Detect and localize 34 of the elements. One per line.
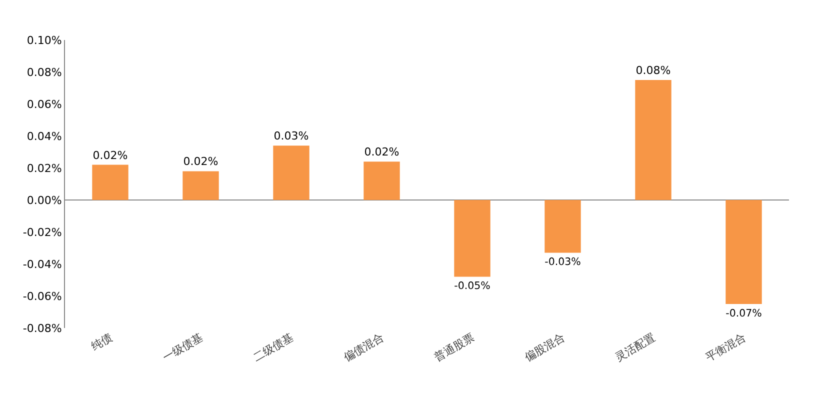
x-tick-label: 一级债基 [160, 330, 205, 364]
data-label: 0.08% [636, 64, 671, 77]
bar [364, 162, 400, 200]
y-tick-label: -0.08% [22, 322, 62, 335]
data-label: -0.07% [726, 308, 762, 320]
data-label: -0.03% [544, 257, 582, 268]
x-tick-label: 普通股票 [432, 330, 476, 364]
x-tick-label: 平衡混合 [703, 330, 748, 364]
y-tick-label: -0.06% [22, 290, 62, 303]
y-tick-label: -0.02% [22, 226, 62, 239]
bar [273, 146, 310, 200]
bar [544, 200, 581, 253]
bar [726, 200, 762, 304]
bar [92, 164, 128, 200]
x-tick-label: 二级债基 [250, 330, 296, 364]
y-tick-label: 0.10% [26, 34, 62, 47]
y-tick-label: 0.00% [26, 194, 62, 207]
data-label: 0.02% [183, 155, 218, 168]
bar [454, 200, 490, 277]
x-tick-label: 纯债 [88, 330, 114, 353]
data-label: 0.02% [92, 148, 128, 162]
data-label: -0.05% [454, 281, 491, 292]
bar [182, 171, 219, 200]
y-tick-label: 0.04% [26, 130, 62, 143]
data-label: 0.02% [364, 146, 400, 159]
y-tick-label: 0.02% [26, 162, 62, 175]
y-tick-label: 0.08% [26, 66, 62, 79]
x-tick-label: 灵活配置 [612, 330, 658, 364]
x-tick-label: 偏债混合 [341, 330, 386, 364]
data-label: 0.03% [274, 130, 309, 143]
x-tick-label: 偏股混合 [522, 330, 567, 364]
y-tick-label: 0.06% [26, 98, 62, 111]
bar [635, 80, 672, 200]
y-tick-label: -0.04% [22, 258, 62, 271]
